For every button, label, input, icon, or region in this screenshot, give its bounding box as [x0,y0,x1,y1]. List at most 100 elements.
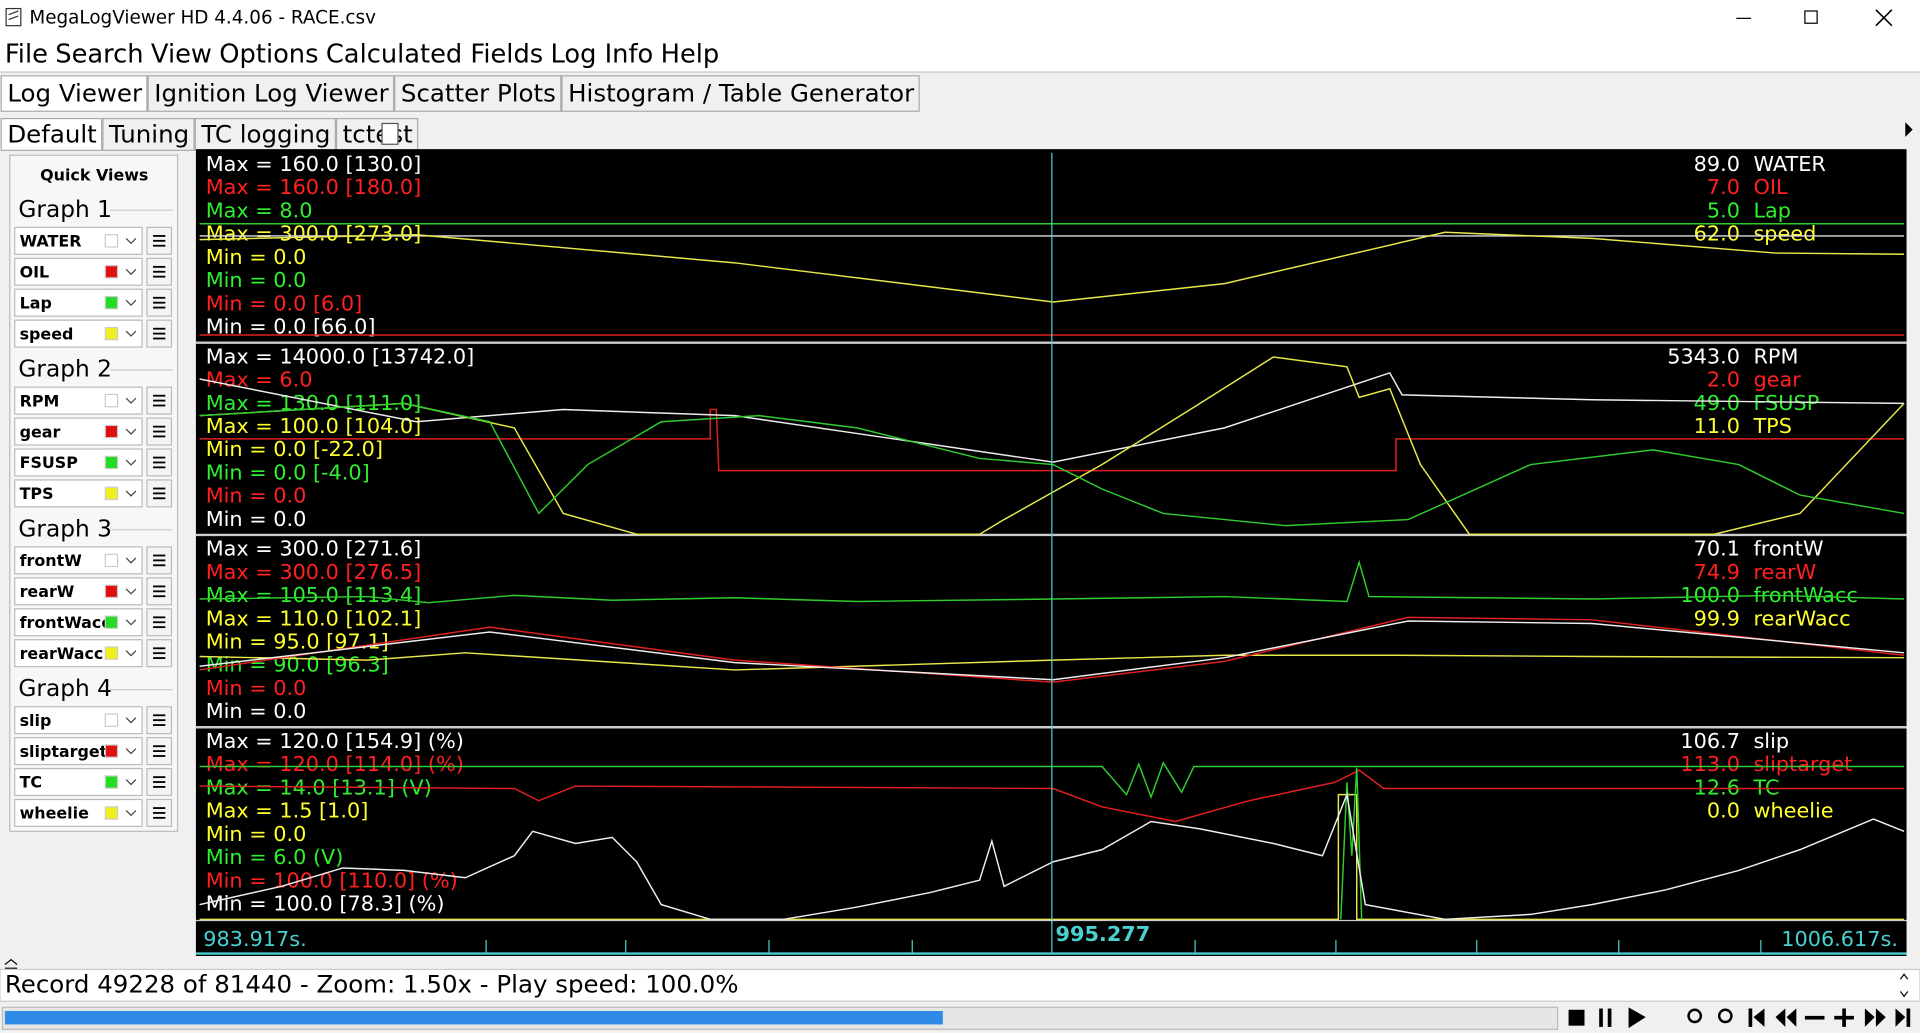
zoom-out-button[interactable] [1687,1008,1703,1024]
field-box[interactable] [14,608,143,637]
menu-item[interactable]: Help [661,40,720,70]
field-label: Lap [1753,199,1791,223]
field-box[interactable] [14,386,143,415]
pause-button[interactable] [1607,1008,1612,1027]
pause-button[interactable] [1599,1008,1603,1027]
menu-item[interactable]: View [151,40,212,70]
rewind-button[interactable] [1775,1008,1797,1027]
dropdown-arrow[interactable] [125,748,137,755]
field-box[interactable] [14,479,143,508]
color-swatch[interactable] [104,234,119,248]
dropdown-arrow[interactable] [125,268,137,276]
color-swatch[interactable] [104,646,119,660]
dropdown-arrow[interactable] [125,330,137,337]
tab[interactable]: Histogram / Table Generator [568,79,915,108]
menu-item[interactable]: Search [55,40,143,70]
color-swatch[interactable] [104,775,119,789]
status-spinner[interactable] [1899,973,1909,998]
forward-button[interactable] [1864,1008,1886,1027]
sub-tab[interactable]: TC logging [200,120,330,149]
sub-tab[interactable]: Tuning [108,120,189,149]
sub-tab-frame [0,117,103,151]
field-box[interactable] [14,798,143,828]
tab[interactable]: Log Viewer [7,79,143,108]
trace [199,408,1905,472]
color-swatch[interactable] [104,265,119,279]
menu-item[interactable]: Log Info [551,40,654,70]
color-swatch[interactable] [104,393,119,408]
menu-item[interactable]: Options [219,40,318,70]
slower-button[interactable] [1804,1015,1825,1020]
current-value: 99.9 [1694,606,1740,630]
zoom-in-button[interactable] [1717,1008,1733,1024]
field-box[interactable] [14,319,143,348]
field-menu-button[interactable] [146,639,173,668]
splitter-handle[interactable] [4,958,18,969]
color-swatch[interactable] [104,553,119,568]
tab[interactable]: Scatter Plots [401,79,556,108]
dropdown-arrow[interactable] [125,237,137,245]
scroll-arrow[interactable] [1905,122,1913,137]
dropdown-arrow[interactable] [125,428,137,435]
faster-button[interactable] [1834,1008,1854,1027]
field-name: frontWacc [20,613,111,632]
sub-tab[interactable]: Default [7,120,96,149]
tab[interactable]: Ignition Log Viewer [154,79,389,108]
dropdown-arrow[interactable] [125,459,137,466]
field-box[interactable] [14,288,143,317]
field-box[interactable] [14,767,143,797]
color-swatch[interactable] [104,455,119,470]
field-name: rearW [20,582,75,601]
dropdown-arrow[interactable] [125,557,137,564]
dropdown-arrow[interactable] [125,299,137,306]
menu-item[interactable]: Calculated Fields [326,40,543,70]
restore-button[interactable] [1804,10,1818,24]
field-label: TC [1752,775,1779,799]
current-value: 7.0 [1707,175,1740,199]
menu-item[interactable]: File [5,40,48,70]
field-box[interactable] [14,706,143,735]
field-menu-button[interactable] [146,257,173,286]
field-box[interactable] [14,577,143,606]
dropdown-arrow[interactable] [125,588,137,595]
dropdown-arrow[interactable] [125,619,137,626]
dropdown-arrow[interactable] [125,397,137,404]
color-swatch[interactable] [104,486,119,501]
last-button[interactable] [1895,1008,1911,1027]
field-label: RPM [1753,344,1798,368]
color-swatch[interactable] [104,744,119,758]
first-button[interactable] [1748,1008,1765,1027]
sub-tab-frame [335,117,419,151]
field-name: sliptarget [20,742,108,761]
dropdown-arrow[interactable] [125,810,137,817]
field-name: WATER [20,232,82,251]
dropdown-arrow[interactable] [125,717,137,724]
color-swatch[interactable] [104,326,119,341]
stop-button[interactable] [1568,1009,1585,1026]
field-box[interactable] [14,448,143,477]
field-label: gear [1753,368,1801,392]
color-swatch[interactable] [104,713,119,727]
range-label: Min = 6.0 (V) [206,845,344,869]
color-swatch[interactable] [104,615,119,629]
field-box[interactable] [14,417,143,446]
field-box[interactable] [14,226,143,255]
field-menu-button[interactable] [146,319,173,348]
play-button[interactable] [1628,1007,1646,1029]
field-menu-button[interactable] [146,226,173,255]
field-box[interactable] [14,257,143,286]
sub-tab[interactable]: tctest [343,120,413,149]
dropdown-arrow[interactable] [125,490,137,497]
close-button[interactable] [1875,9,1893,27]
color-swatch[interactable] [104,295,119,310]
field-box[interactable] [14,639,143,668]
dropdown-arrow[interactable] [125,779,137,786]
color-swatch[interactable] [104,806,119,820]
new-tab-button[interactable] [381,122,399,145]
field-box[interactable] [14,546,143,575]
color-swatch[interactable] [104,424,119,439]
field-box[interactable] [14,737,143,766]
range-label: Min = 0.0 [206,676,307,700]
color-swatch[interactable] [104,584,119,599]
dropdown-arrow[interactable] [125,650,137,657]
